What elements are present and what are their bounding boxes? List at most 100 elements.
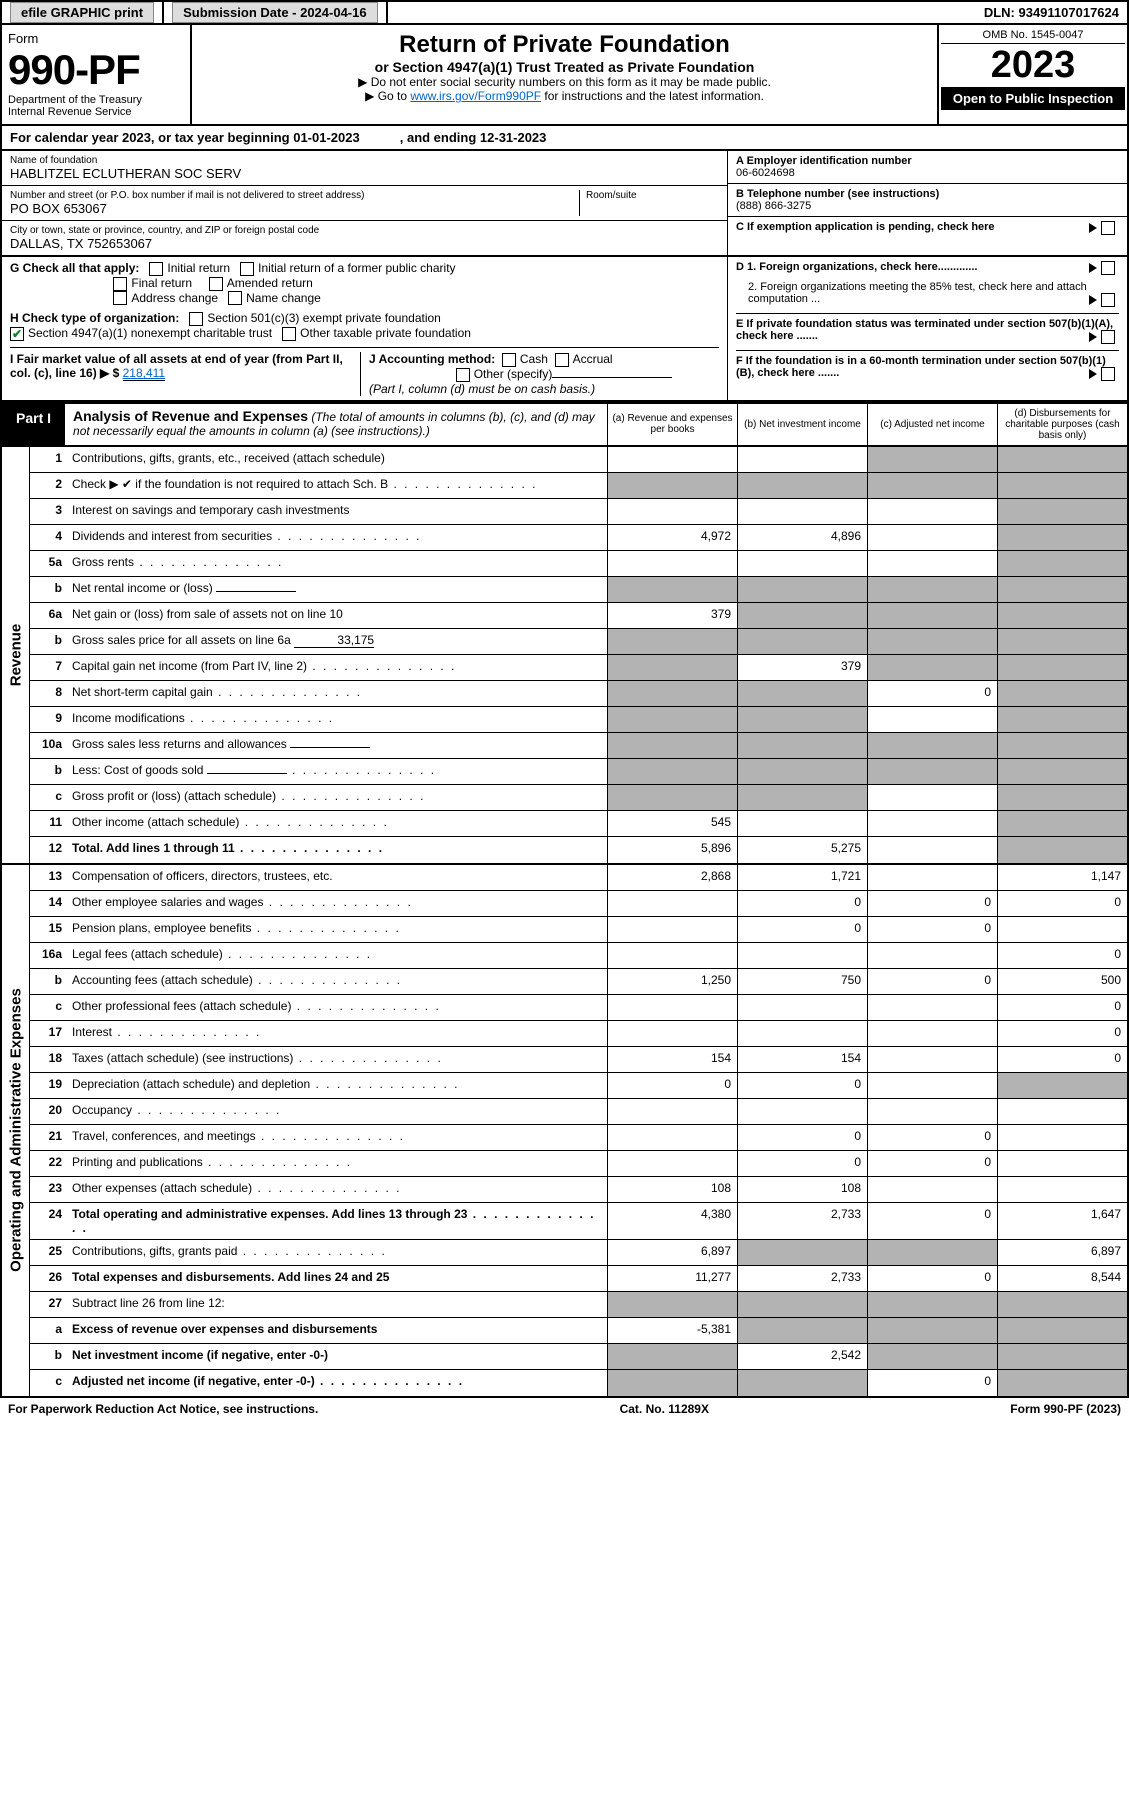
i-label: I Fair market value of all assets at end… — [10, 352, 343, 380]
cell-c — [867, 1021, 997, 1046]
cell-d: 8,544 — [997, 1266, 1127, 1291]
checkbox-final-return[interactable] — [113, 277, 127, 291]
line-number: 4 — [30, 525, 66, 550]
checkbox-d2[interactable] — [1101, 293, 1115, 307]
table-row: 25Contributions, gifts, grants paid6,897… — [30, 1240, 1127, 1266]
efile-print-button[interactable]: efile GRAPHIC print — [2, 2, 164, 23]
checkbox-name-change[interactable] — [228, 291, 242, 305]
line-description: Net short-term capital gain — [66, 681, 607, 706]
line-number: 24 — [30, 1203, 66, 1239]
cell-b — [737, 499, 867, 524]
checkbox-c[interactable] — [1101, 221, 1115, 235]
cell-b — [737, 603, 867, 628]
checkbox-e[interactable] — [1101, 330, 1115, 344]
cell-b — [737, 447, 867, 472]
line-description: Gross sales less returns and allowances — [66, 733, 607, 758]
cell-d: 500 — [997, 969, 1127, 994]
revenue-side-label: Revenue — [2, 447, 30, 863]
line-number: 13 — [30, 865, 66, 890]
cell-c: 0 — [867, 917, 997, 942]
cell-a — [607, 577, 737, 602]
checkbox-amended-return[interactable] — [209, 277, 223, 291]
checkbox-initial-return[interactable] — [149, 262, 163, 276]
checkbox-accrual[interactable] — [555, 353, 569, 367]
cell-b: 750 — [737, 969, 867, 994]
cell-d — [997, 473, 1127, 498]
line-description: Excess of revenue over expenses and disb… — [66, 1318, 607, 1343]
fmv-link[interactable]: 218,411 — [123, 366, 166, 381]
line-description: Total operating and administrative expen… — [66, 1203, 607, 1239]
cell-b — [737, 733, 867, 758]
cell-c: 0 — [867, 1203, 997, 1239]
cell-c — [867, 943, 997, 968]
cell-b — [737, 1292, 867, 1317]
cell-a: 4,380 — [607, 1203, 737, 1239]
cell-c: 0 — [867, 1125, 997, 1150]
cell-a — [607, 1125, 737, 1150]
line-description: Other income (attach schedule) — [66, 811, 607, 836]
form-subtitle: or Section 4947(a)(1) Trust Treated as P… — [202, 59, 927, 75]
cell-b — [737, 1099, 867, 1124]
cell-a — [607, 629, 737, 654]
table-row: 5aGross rents — [30, 551, 1127, 577]
table-row: cAdjusted net income (if negative, enter… — [30, 1370, 1127, 1396]
cell-c — [867, 1099, 997, 1124]
cell-b: 2,542 — [737, 1344, 867, 1369]
cell-a: 154 — [607, 1047, 737, 1072]
cell-d — [997, 551, 1127, 576]
cell-d — [997, 785, 1127, 810]
line-description: Interest on savings and temporary cash i… — [66, 499, 607, 524]
checkbox-other-taxable[interactable] — [282, 327, 296, 341]
checkbox-cash[interactable] — [502, 353, 516, 367]
checkbox-4947[interactable] — [10, 327, 24, 341]
checkbox-501c3[interactable] — [189, 312, 203, 326]
line-number: b — [30, 629, 66, 654]
revenue-table: Revenue 1Contributions, gifts, grants, e… — [0, 447, 1129, 865]
line-number: 1 — [30, 447, 66, 472]
table-row: 24Total operating and administrative exp… — [30, 1203, 1127, 1240]
table-row: 7Capital gain net income (from Part IV, … — [30, 655, 1127, 681]
part1-header: Part I Analysis of Revenue and Expenses … — [0, 402, 1129, 447]
cell-b — [737, 1240, 867, 1265]
cell-b: 5,275 — [737, 837, 867, 863]
table-row: 22Printing and publications00 — [30, 1151, 1127, 1177]
j-note: (Part I, column (d) must be on cash basi… — [369, 382, 595, 396]
checkbox-address-change[interactable] — [113, 291, 127, 305]
d2-row: 2. Foreign organizations meeting the 85%… — [736, 281, 1119, 305]
header-right: OMB No. 1545-0047 2023 Open to Public In… — [937, 25, 1127, 124]
cell-a — [607, 1151, 737, 1176]
cell-d — [997, 1318, 1127, 1343]
checkbox-f[interactable] — [1101, 367, 1115, 381]
foundation-meta: Name of foundation HABLITZEL ECLUTHERAN … — [0, 151, 1129, 257]
cell-b — [737, 473, 867, 498]
f-row: F If the foundation is in a 60-month ter… — [736, 350, 1119, 379]
form-note-1: ▶ Do not enter social security numbers o… — [202, 75, 927, 89]
column-headers: (a) Revenue and expenses per books (b) N… — [607, 404, 1127, 445]
footer-mid: Cat. No. 11289X — [620, 1402, 709, 1416]
line-description: Accounting fees (attach schedule) — [66, 969, 607, 994]
cell-d: 0 — [997, 943, 1127, 968]
checkbox-d1[interactable] — [1101, 261, 1115, 275]
line-number: b — [30, 969, 66, 994]
line-number: b — [30, 759, 66, 784]
instructions-link[interactable]: www.irs.gov/Form990PF — [410, 89, 541, 103]
table-row: 9Income modifications — [30, 707, 1127, 733]
checks-block: G Check all that apply: Initial return I… — [0, 257, 1129, 402]
page-footer: For Paperwork Reduction Act Notice, see … — [0, 1398, 1129, 1420]
line-number: c — [30, 1370, 66, 1396]
cell-c: 0 — [867, 891, 997, 916]
arrow-icon — [1089, 263, 1097, 273]
cell-c: 0 — [867, 681, 997, 706]
line-number: 2 — [30, 473, 66, 498]
cell-b: 0 — [737, 891, 867, 916]
table-row: 15Pension plans, employee benefits00 — [30, 917, 1127, 943]
checkbox-other-method[interactable] — [456, 368, 470, 382]
line-number: 16a — [30, 943, 66, 968]
cell-a — [607, 681, 737, 706]
omb-number: OMB No. 1545-0047 — [941, 27, 1125, 44]
cell-d — [997, 1099, 1127, 1124]
line-description: Interest — [66, 1021, 607, 1046]
table-row: 14Other employee salaries and wages000 — [30, 891, 1127, 917]
checkbox-initial-former[interactable] — [240, 262, 254, 276]
line-description: Pension plans, employee benefits — [66, 917, 607, 942]
